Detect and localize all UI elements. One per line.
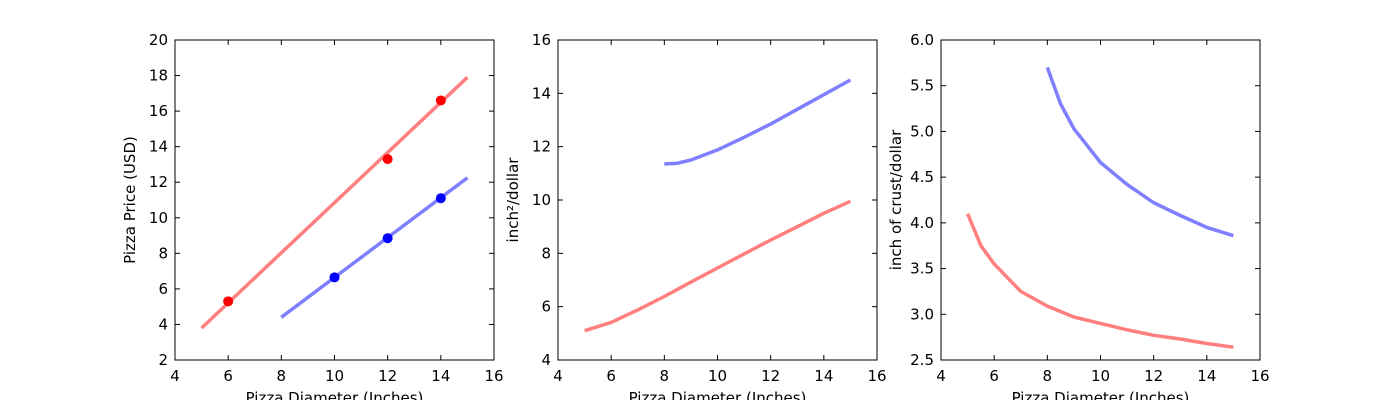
x-axis-label: Pizza Diameter (Inches) bbox=[246, 389, 424, 400]
axes-frame bbox=[557, 39, 878, 361]
data-point-1-2 bbox=[382, 154, 393, 165]
series-line-2 bbox=[664, 78, 852, 166]
x-tick-label: 8 bbox=[1043, 367, 1053, 385]
y-tick-label: 6.0 bbox=[910, 31, 934, 49]
y-tick-label: 14 bbox=[532, 84, 551, 102]
x-axis-label: Pizza Diameter (Inches) bbox=[1012, 389, 1190, 400]
x-tick-label: 6 bbox=[606, 367, 616, 385]
data-point-2-1 bbox=[329, 272, 340, 283]
y-tick-label: 4 bbox=[158, 315, 168, 333]
series-line-1 bbox=[584, 199, 852, 333]
series-line-2 bbox=[1045, 66, 1234, 238]
y-tick-label: 4.0 bbox=[910, 214, 934, 232]
y-tick-label: 12 bbox=[149, 173, 168, 191]
y-tick-label: 6 bbox=[541, 298, 551, 316]
chart-panel-2: 4 6 8 10 12 14 16 4 6 8 10 12 14 16 Pizza Diameter (In… bbox=[504, 31, 887, 400]
y-tick-label: 8 bbox=[541, 244, 551, 262]
y-axis-label: inch²/dollar bbox=[504, 157, 522, 243]
axes-frame bbox=[940, 39, 1261, 361]
x-tick-label: 12 bbox=[378, 367, 397, 385]
y-tick-label: 12 bbox=[532, 138, 551, 156]
x-tick-label: 4 bbox=[170, 367, 180, 385]
data-point-1-3 bbox=[435, 95, 446, 106]
y-tick-label: 4.5 bbox=[910, 168, 934, 186]
y-tick-label: 3.5 bbox=[910, 260, 934, 278]
series-line-1 bbox=[965, 213, 1234, 349]
y-tick-label: 3.0 bbox=[910, 305, 934, 323]
x-tick-label: 6 bbox=[223, 367, 233, 385]
x-tick-label: 12 bbox=[1144, 367, 1163, 385]
y-tick-label: 16 bbox=[532, 31, 551, 49]
x-tick-label: 12 bbox=[761, 367, 780, 385]
x-tick-label: 4 bbox=[553, 367, 563, 385]
axes-frame bbox=[174, 39, 495, 361]
x-tick-label: 8 bbox=[277, 367, 287, 385]
y-axis-label: Pizza Price (USD) bbox=[121, 136, 139, 264]
x-tick-label: 14 bbox=[814, 367, 833, 385]
y-tick-label: 14 bbox=[149, 138, 168, 156]
y-tick-label: 6 bbox=[158, 280, 168, 298]
x-tick-label: 14 bbox=[1197, 367, 1216, 385]
y-tick-label: 8 bbox=[158, 244, 168, 262]
y-tick-label: 2 bbox=[158, 351, 168, 369]
x-tick-label: 16 bbox=[1250, 367, 1269, 385]
y-tick-label: 16 bbox=[149, 102, 168, 120]
y-tick-label: 2.5 bbox=[910, 351, 934, 369]
data-point-2-3 bbox=[435, 193, 446, 204]
y-tick-label: 18 bbox=[149, 67, 168, 85]
series-line-1 bbox=[200, 76, 469, 330]
series-line-2 bbox=[280, 176, 469, 319]
x-tick-label: 10 bbox=[1091, 367, 1110, 385]
y-tick-label: 5.0 bbox=[910, 122, 934, 140]
data-point-2-2 bbox=[382, 233, 393, 244]
y-tick-label: 10 bbox=[149, 209, 168, 227]
x-tick-label: 10 bbox=[325, 367, 344, 385]
y-axis-label: inch of crust/dollar bbox=[887, 129, 905, 270]
y-tick-label: 10 bbox=[532, 191, 551, 209]
y-tick-label: 20 bbox=[149, 31, 168, 49]
data-point-1-1 bbox=[223, 296, 234, 307]
x-tick-label: 6 bbox=[989, 367, 999, 385]
x-axis-label: Pizza Diameter (Inches) bbox=[629, 389, 807, 400]
x-tick-label: 14 bbox=[431, 367, 450, 385]
x-tick-label: 8 bbox=[660, 367, 670, 385]
x-tick-label: 16 bbox=[867, 367, 886, 385]
y-tick-label: 4 bbox=[541, 351, 551, 369]
x-tick-label: 16 bbox=[484, 367, 503, 385]
chart-panel-3: 4 6 8 10 12 14 16 2.5 3.0 3.5 4.0 4.5 5.0 5.5 6.0 Pizza… bbox=[887, 31, 1270, 400]
x-tick-label: 4 bbox=[936, 367, 946, 385]
y-tick-label: 5.5 bbox=[910, 77, 934, 95]
x-tick-label: 10 bbox=[708, 367, 727, 385]
